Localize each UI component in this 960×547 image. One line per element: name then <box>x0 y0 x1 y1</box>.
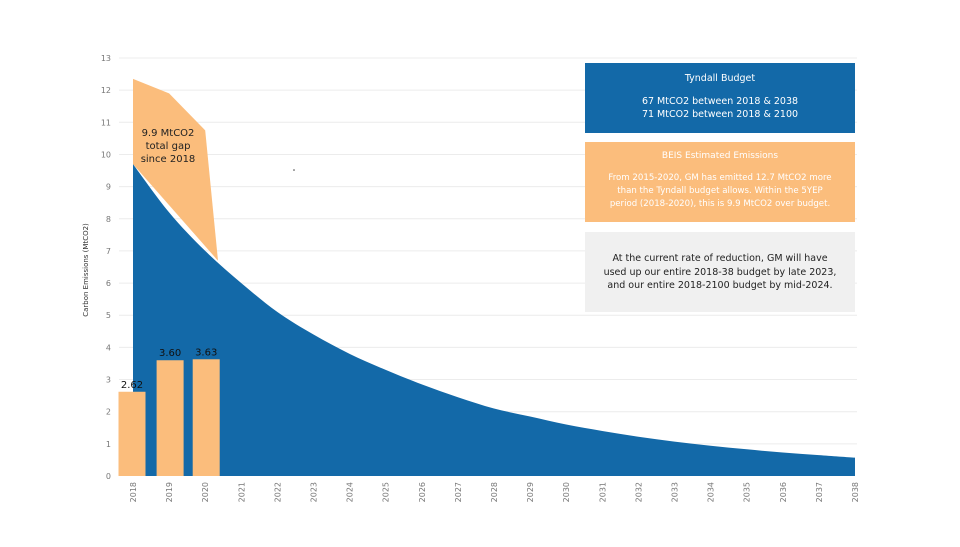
reduction-rate-line: At the current rate of reduction, GM wil… <box>612 253 828 264</box>
x-tick-label: 2029 <box>526 482 535 502</box>
tyndall-budget-title: Tyndall Budget <box>684 73 756 84</box>
y-tick-label: 5 <box>106 311 111 320</box>
y-tick-label: 13 <box>101 54 111 63</box>
x-tick-label: 2025 <box>382 482 391 502</box>
bar-value-label: 3.63 <box>195 347 217 358</box>
x-tick-label: 2033 <box>671 482 680 502</box>
x-tick-label: 2022 <box>273 482 282 502</box>
gap-annotation-line: 9.9 MtCO2 <box>142 128 195 139</box>
y-tick-label: 8 <box>106 215 111 224</box>
x-tick-label: 2018 <box>129 482 138 502</box>
gap-annotation-line: since 2018 <box>141 154 196 165</box>
y-tick-label: 3 <box>106 376 111 385</box>
reduction-rate-line: used up our entire 2018-38 budget by lat… <box>603 266 837 278</box>
beis-emissions-line: From 2015-2020, GM has emitted 12.7 MtCO… <box>608 173 832 183</box>
gap-area <box>133 78 218 261</box>
budget-area <box>133 164 855 476</box>
x-tick-label: 2020 <box>201 482 210 502</box>
y-tick-label: 1 <box>106 440 111 449</box>
y-axis-label: Carbon Emissions (MtCO2) <box>82 223 90 317</box>
gap-annotation-line: total gap <box>146 141 191 152</box>
beis-emissions-line: than the Tyndall budget allows. Within t… <box>617 186 823 196</box>
tyndall-budget-line: 71 MtCO2 between 2018 & 2100 <box>641 109 799 120</box>
x-tick-label: 2035 <box>743 482 752 502</box>
x-tick-label: 2021 <box>237 482 246 502</box>
x-tick-label: 2026 <box>418 482 427 502</box>
beis-emissions-title: BEIS Estimated Emissions <box>661 151 779 161</box>
x-tick-label: 2030 <box>562 482 571 502</box>
y-tick-label: 0 <box>106 472 111 481</box>
bar-value-label: 3.60 <box>159 348 181 359</box>
x-tick-label: 2037 <box>815 482 824 502</box>
y-tick-label: 12 <box>101 86 111 95</box>
label-layer: 2.62 3.60 3.63 9.9 MtCO2 total gap since 2018 <box>121 128 217 391</box>
x-tick-label: 2032 <box>634 482 643 502</box>
x-tick-label: 2024 <box>346 482 355 502</box>
beis-emissions-box: BEIS Estimated Emissions From 2015-2020,… <box>585 142 855 222</box>
y-tick-label: 2 <box>106 408 111 417</box>
stray-dot <box>293 169 295 171</box>
y-tick-label: 9 <box>106 183 111 192</box>
tyndall-budget-box: Tyndall Budget 67 MtCO2 between 2018 & 2… <box>585 63 855 133</box>
y-tick-label: 11 <box>101 118 111 127</box>
tyndall-budget-line: 67 MtCO2 between 2018 & 2038 <box>641 96 799 107</box>
bar <box>118 391 146 476</box>
beis-emissions-text: From 2015-2020, GM has emitted 12.7 MtCO… <box>585 172 855 211</box>
x-tick-label: 2019 <box>165 482 174 502</box>
x-tick-label: 2023 <box>310 482 319 502</box>
x-tick-label: 2027 <box>454 482 463 502</box>
tyndall-budget-text: 67 MtCO2 between 2018 & 2038 71 MtCO2 be… <box>585 95 855 121</box>
beis-emissions-line: period (2018-2020), this is 9.9 MtCO2 ov… <box>609 199 831 209</box>
x-tick-label: 2034 <box>707 482 716 502</box>
y-tick-label: 4 <box>106 343 111 352</box>
x-axis-ticks: 2018 2019 2020 2021 2022 2023 2024 2025 2026 2027… <box>129 482 860 502</box>
bar-value-label: 2.62 <box>121 380 143 391</box>
reduction-rate-box: At the current rate of reduction, GM wil… <box>585 232 855 312</box>
reduction-rate-text: At the current rate of reduction, GM wil… <box>585 252 855 293</box>
y-tick-label: 6 <box>106 279 111 288</box>
bar <box>156 360 184 476</box>
x-tick-label: 2028 <box>490 482 499 502</box>
reduction-rate-line: and our entire 2018-2100 budget by mid-2… <box>607 280 833 291</box>
y-tick-label: 7 <box>106 247 111 256</box>
y-tick-label: 10 <box>101 150 111 159</box>
x-tick-label: 2038 <box>851 482 860 502</box>
series-layer <box>118 78 855 476</box>
x-tick-label: 2036 <box>779 482 788 502</box>
bar <box>192 359 220 476</box>
x-tick-label: 2031 <box>598 482 607 502</box>
